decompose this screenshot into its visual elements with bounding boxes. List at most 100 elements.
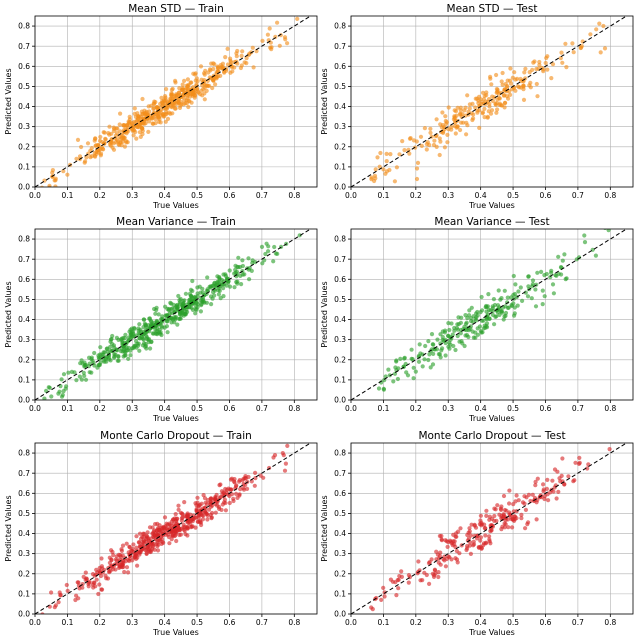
scatter-point (430, 362, 436, 367)
x-axis-label: True Values (152, 414, 199, 423)
scatter-point (111, 345, 117, 350)
scatter-point (119, 336, 124, 341)
axes-frame (350, 442, 634, 615)
scatter-point (173, 511, 178, 517)
scatter-point (141, 337, 146, 342)
scatter-point (513, 499, 518, 504)
scatter-point (183, 532, 188, 537)
x-tick-label: 0.3 (442, 191, 454, 200)
scatter-point (426, 357, 431, 363)
scatter-point (479, 294, 484, 300)
scatter-point (480, 90, 486, 95)
x-tick-label: 0.6 (224, 618, 236, 627)
scatter-point (275, 20, 280, 25)
scatter-point (417, 342, 422, 347)
y-tick-label: 0.6 (334, 489, 346, 498)
scatter-point (125, 140, 130, 145)
scatter-point (154, 105, 159, 110)
scatter-point (83, 377, 89, 382)
scatter-point (434, 144, 439, 149)
x-tick-label: 0.1 (61, 191, 73, 200)
scatter-point (396, 586, 401, 591)
scatter-point (132, 325, 137, 331)
x-tick-label: 0.8 (604, 191, 616, 200)
y-tick-label: 0.0 (18, 610, 30, 619)
scatter-point (134, 136, 139, 141)
scatter-point (411, 365, 416, 370)
scatter-point (210, 85, 215, 91)
scatter-point (176, 97, 181, 102)
scatter-point (384, 159, 389, 164)
scatter-point (432, 567, 437, 572)
scatter-point (225, 46, 230, 52)
scatter-point (198, 309, 203, 314)
y-tick-label: 0.0 (18, 396, 30, 405)
scatter-point (163, 304, 168, 309)
scatter-point (198, 298, 203, 303)
panel-6: 0.0 0.1 0.2 0.3 0.4 0.5 0.6 0.7 0.8 0.0 0.1 0.2 0.3 0… (320, 430, 634, 637)
scatter-point (392, 371, 398, 376)
scatter-point (221, 294, 226, 299)
scatter-point (102, 130, 107, 135)
scatter-point (545, 492, 550, 497)
scatter-point (533, 483, 538, 488)
panel-title: Mean Variance — Test (434, 216, 549, 228)
scatter-point (495, 503, 500, 508)
scatter-point (185, 84, 190, 89)
y-tick-label: 0.2 (18, 569, 30, 578)
panel-5: 0.0 0.1 0.2 0.3 0.4 0.5 0.6 0.7 0.8 0.0 0.1 0.2 0.3 0… (4, 430, 318, 637)
scatter-point (142, 321, 147, 326)
scatter-point (383, 171, 388, 176)
scatter-point (499, 296, 504, 301)
y-axis-label: Predicted Values (320, 495, 329, 561)
scatter-point (423, 343, 428, 349)
scatter-point (523, 66, 528, 71)
scatter-point (440, 337, 445, 343)
scatter-point (234, 279, 239, 285)
scatter-point (232, 285, 237, 290)
x-tick-label: 0.5 (191, 404, 203, 413)
scatter-point (484, 90, 489, 95)
scatter-point (400, 139, 405, 144)
scatter-point (372, 173, 378, 178)
scatter-point (452, 328, 457, 333)
y-tick-label: 0.5 (18, 82, 30, 91)
y-tick-label: 0.2 (18, 355, 30, 364)
scatter-point (428, 365, 433, 370)
scatter-point (169, 92, 174, 98)
scatter-point (467, 308, 472, 313)
scatter-point (115, 348, 120, 353)
scatter-point (136, 116, 141, 121)
scatter-point (267, 26, 272, 31)
scatter-point (61, 389, 66, 394)
scatter-point (601, 23, 606, 29)
scatter-point (132, 551, 137, 557)
scatter-point (260, 261, 265, 266)
panel-4: 0.0 0.1 0.2 0.3 0.4 0.5 0.6 0.7 0.8 0.0 0.1 0.2 0.3 0… (320, 216, 634, 423)
scatter-point (438, 122, 443, 127)
scatter-point (382, 590, 387, 595)
scatter-point (473, 335, 478, 340)
scatter-point (154, 318, 159, 324)
scatter-point (177, 298, 182, 303)
scatter-point (222, 491, 227, 496)
scatter-point (387, 373, 392, 378)
scatter-point (608, 435, 612, 439)
scatter-point (86, 581, 91, 587)
scatter-point (122, 347, 127, 352)
scatter-point (258, 473, 263, 478)
scatter-point (154, 114, 159, 119)
scatter-point (111, 567, 116, 572)
scatter-point (563, 41, 568, 46)
scatter-point (496, 288, 501, 293)
scatter-point (208, 285, 213, 290)
scatter-point (541, 489, 546, 494)
scatter-point (88, 155, 93, 160)
scatter-point (242, 475, 248, 481)
scatter-point (486, 292, 491, 297)
scatter-point (494, 72, 499, 78)
scatter-point (177, 528, 182, 533)
scatter-point (135, 555, 140, 560)
scatter-point (471, 112, 476, 117)
plot-area (35, 229, 317, 400)
